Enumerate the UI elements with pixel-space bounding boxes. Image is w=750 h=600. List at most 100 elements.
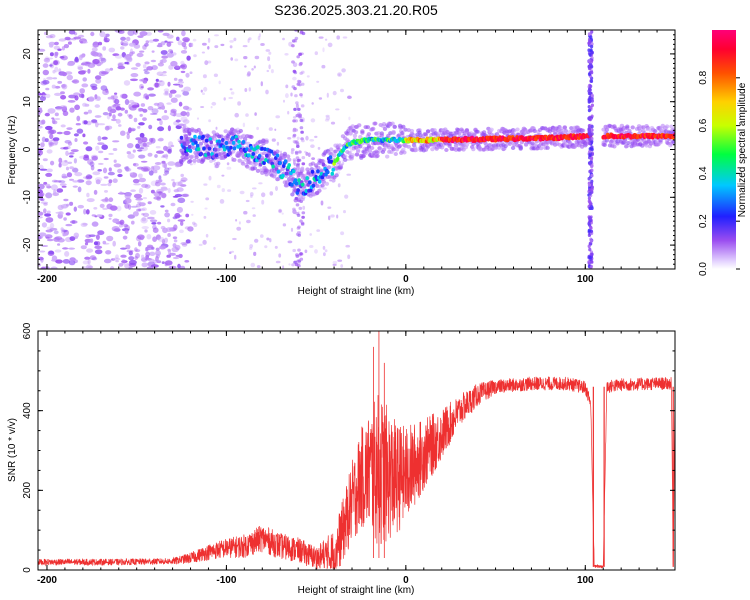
noise-blob xyxy=(77,66,84,70)
ridge-halo xyxy=(287,157,292,162)
noise-blob xyxy=(82,222,88,226)
noise-blob xyxy=(53,230,59,235)
noise-blob xyxy=(226,162,230,166)
stripe-blob xyxy=(588,87,592,91)
ridge-core xyxy=(225,145,230,150)
noise-blob xyxy=(43,31,48,36)
y-tick-label: 600 xyxy=(22,322,33,339)
noise-blob xyxy=(154,154,158,158)
ridge-halo xyxy=(390,121,395,126)
noise-blob xyxy=(49,62,55,69)
noise-blob xyxy=(157,126,165,132)
noise-blob xyxy=(167,125,171,132)
ridge-halo xyxy=(358,134,363,139)
noise-blob xyxy=(190,200,194,203)
noise-blob xyxy=(177,181,183,186)
noise-blob xyxy=(137,139,143,144)
noise-blob xyxy=(87,175,93,179)
noise-blob xyxy=(51,117,55,120)
noise-blob xyxy=(91,155,98,161)
noise-blob xyxy=(140,166,149,172)
noise-blob xyxy=(136,208,142,212)
ridge-halo xyxy=(320,183,325,188)
stripe-blob xyxy=(590,173,594,178)
stripe-blob xyxy=(590,93,595,98)
ridge-halo xyxy=(280,167,285,171)
stripe-blob xyxy=(587,196,592,201)
noise-blob xyxy=(227,189,232,192)
noise-blob xyxy=(296,158,301,163)
noise-blob xyxy=(108,213,113,218)
ridge-halo xyxy=(185,140,191,145)
ridge-halo xyxy=(352,133,358,138)
stripe-blob xyxy=(588,192,592,196)
noise-blob xyxy=(252,214,256,217)
noise-blob xyxy=(285,84,289,89)
noise-blob xyxy=(154,162,162,165)
ridge-core xyxy=(239,148,244,153)
noise-blob xyxy=(63,146,69,150)
noise-blob xyxy=(112,218,119,223)
noise-blob xyxy=(296,213,301,217)
ridge-halo xyxy=(211,130,216,135)
noise-blob xyxy=(269,191,274,196)
noise-blob xyxy=(295,253,299,257)
ridge-halo xyxy=(355,148,361,153)
noise-blob xyxy=(103,157,109,161)
noise-blob xyxy=(299,61,303,66)
noise-blob xyxy=(203,183,208,186)
noise-blob xyxy=(127,214,135,219)
noise-blob xyxy=(81,83,89,88)
noise-blob xyxy=(141,213,145,216)
noise-blob xyxy=(43,208,47,214)
noise-blob xyxy=(60,124,66,128)
noise-blob xyxy=(63,198,69,202)
noise-blob xyxy=(70,149,79,153)
noise-blob xyxy=(280,150,282,154)
noise-blob xyxy=(88,234,96,237)
noise-blob xyxy=(233,37,237,42)
noise-blob xyxy=(158,137,164,142)
noise-blob xyxy=(121,259,126,265)
noise-blob xyxy=(166,227,173,233)
noise-blob xyxy=(46,210,51,214)
noise-blob xyxy=(44,213,52,217)
colorbar-label: Normalized spectral amplitude xyxy=(737,82,748,217)
noise-blob xyxy=(161,261,165,264)
noise-blob xyxy=(254,55,260,60)
noise-blob xyxy=(66,203,70,207)
noise-blob xyxy=(53,189,57,195)
noise-blob xyxy=(137,234,145,240)
noise-blob xyxy=(128,266,133,269)
noise-blob xyxy=(91,119,98,123)
noise-blob xyxy=(173,239,178,243)
noise-blob xyxy=(38,125,43,129)
ridge-core xyxy=(311,183,316,188)
noise-blob xyxy=(156,80,163,83)
stripe-blob xyxy=(590,124,594,129)
noise-blob xyxy=(107,182,112,187)
ridge-core xyxy=(232,146,237,151)
ridge-core xyxy=(185,152,189,157)
ridge-halo xyxy=(284,183,290,188)
noise-blob xyxy=(68,94,77,99)
noise-blob xyxy=(102,112,109,116)
stripe-blob xyxy=(589,35,593,39)
noise-blob xyxy=(150,180,158,187)
noise-blob xyxy=(103,258,112,264)
noise-blob xyxy=(176,36,180,41)
noise-blob xyxy=(103,37,110,43)
noise-blob xyxy=(66,74,74,81)
noise-blob xyxy=(205,233,209,238)
noise-blob xyxy=(83,111,89,115)
ridge-halo xyxy=(198,141,204,146)
x-tick-label: -100 xyxy=(216,575,236,586)
noise-blob xyxy=(247,71,251,76)
noise-blob xyxy=(192,38,197,42)
noise-blob xyxy=(144,43,149,47)
noise-blob xyxy=(56,188,64,193)
stripe-blob xyxy=(588,130,592,134)
spectrogram-ylabel: Frequency (Hz) xyxy=(7,116,18,185)
noise-blob xyxy=(292,158,297,162)
noise-blob xyxy=(155,234,161,240)
